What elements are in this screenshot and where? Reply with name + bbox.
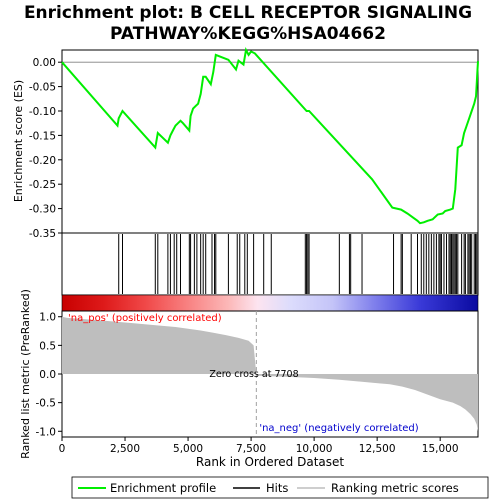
es-y-tick-label: -0.10: [29, 106, 56, 118]
enrichment-profile-line: [61, 46, 479, 225]
neg-correlated-label: 'na_neg' (negatively correlated): [259, 423, 418, 434]
es-y-tick-label: -0.25: [29, 179, 56, 191]
chart-title-line2: PATHWAY%KEGG%HSA04662: [110, 24, 386, 44]
x-tick-label: 15,000: [422, 443, 459, 455]
metric-y-tick-label: -1.0: [36, 426, 57, 438]
es-y-tick-label: -0.30: [29, 204, 56, 216]
es-y-axis-label: Enrichment score (ES): [12, 80, 25, 202]
hits-panel: [61, 232, 479, 296]
metric-y-tick-label: -0.5: [36, 398, 57, 410]
x-tick-label: 12,500: [359, 443, 396, 455]
x-axis-label: Rank in Ordered Dataset: [196, 455, 344, 469]
es-y-tick-label: -0.15: [29, 130, 56, 142]
es-y-axis: 0.00 -0.05 -0.10 -0.15 -0.20 -0.25 -0.30 -0.35: [29, 57, 62, 240]
x-tick-label: 2,500: [110, 443, 140, 455]
pos-correlated-label: 'na_pos' (positively correlated): [68, 313, 222, 324]
metric-y-tick-label: 0.0: [39, 369, 56, 381]
metric-y-axis: 1.0 0.5 0.0 -0.5 -1.0: [36, 312, 62, 438]
x-tick-label: 7,500: [236, 443, 266, 455]
legend-metric-label: Ranking metric scores: [331, 481, 459, 495]
legend: Enrichment profile Hits Ranking metric s…: [71, 476, 489, 499]
zero-cross-label: Zero cross at 7708: [209, 369, 298, 380]
metric-x-axis: 0 2,500 5,000 7,500 10,000 12,500 15,000: [59, 437, 459, 455]
legend-frame: [71, 476, 489, 499]
hit-lines: [118, 234, 478, 294]
es-panel: 0.00-0.05-0.10-0.15-0.20-0.25-0.30-0.35 …: [12, 46, 479, 240]
chart-title-line1: Enrichment plot: B CELL RECEPTOR SIGNALI…: [24, 3, 472, 23]
metric-panel: 1.0 0.5 0.0 -0.5 -1.0 0 2,500 5,000 7,500 10,000…: [19, 289, 479, 469]
hits-panel-frame: [61, 232, 479, 296]
x-tick-label: 0: [59, 443, 66, 455]
es-y-tick-label: -0.35: [29, 228, 56, 240]
es-y-tick-label: -0.05: [29, 82, 56, 94]
metric-y-tick-label: 1.0: [39, 312, 56, 324]
x-tick-label: 5,000: [173, 443, 203, 455]
legend-enrichment-label: Enrichment profile: [110, 481, 216, 495]
rank-color-bar: [61, 294, 479, 312]
legend-hits-label: Hits: [266, 481, 288, 495]
ranked-metric-area: [62, 316, 478, 432]
metric-y-axis-label: Ranked list metric (PreRanked): [19, 289, 32, 459]
es-y-tick-label: 0.00: [33, 57, 56, 69]
es-panel-frame: [61, 49, 479, 234]
es-y-tick-label: -0.20: [29, 155, 56, 167]
metric-y-tick-label: 0.5: [39, 340, 56, 352]
x-tick-label: 10,000: [296, 443, 333, 455]
